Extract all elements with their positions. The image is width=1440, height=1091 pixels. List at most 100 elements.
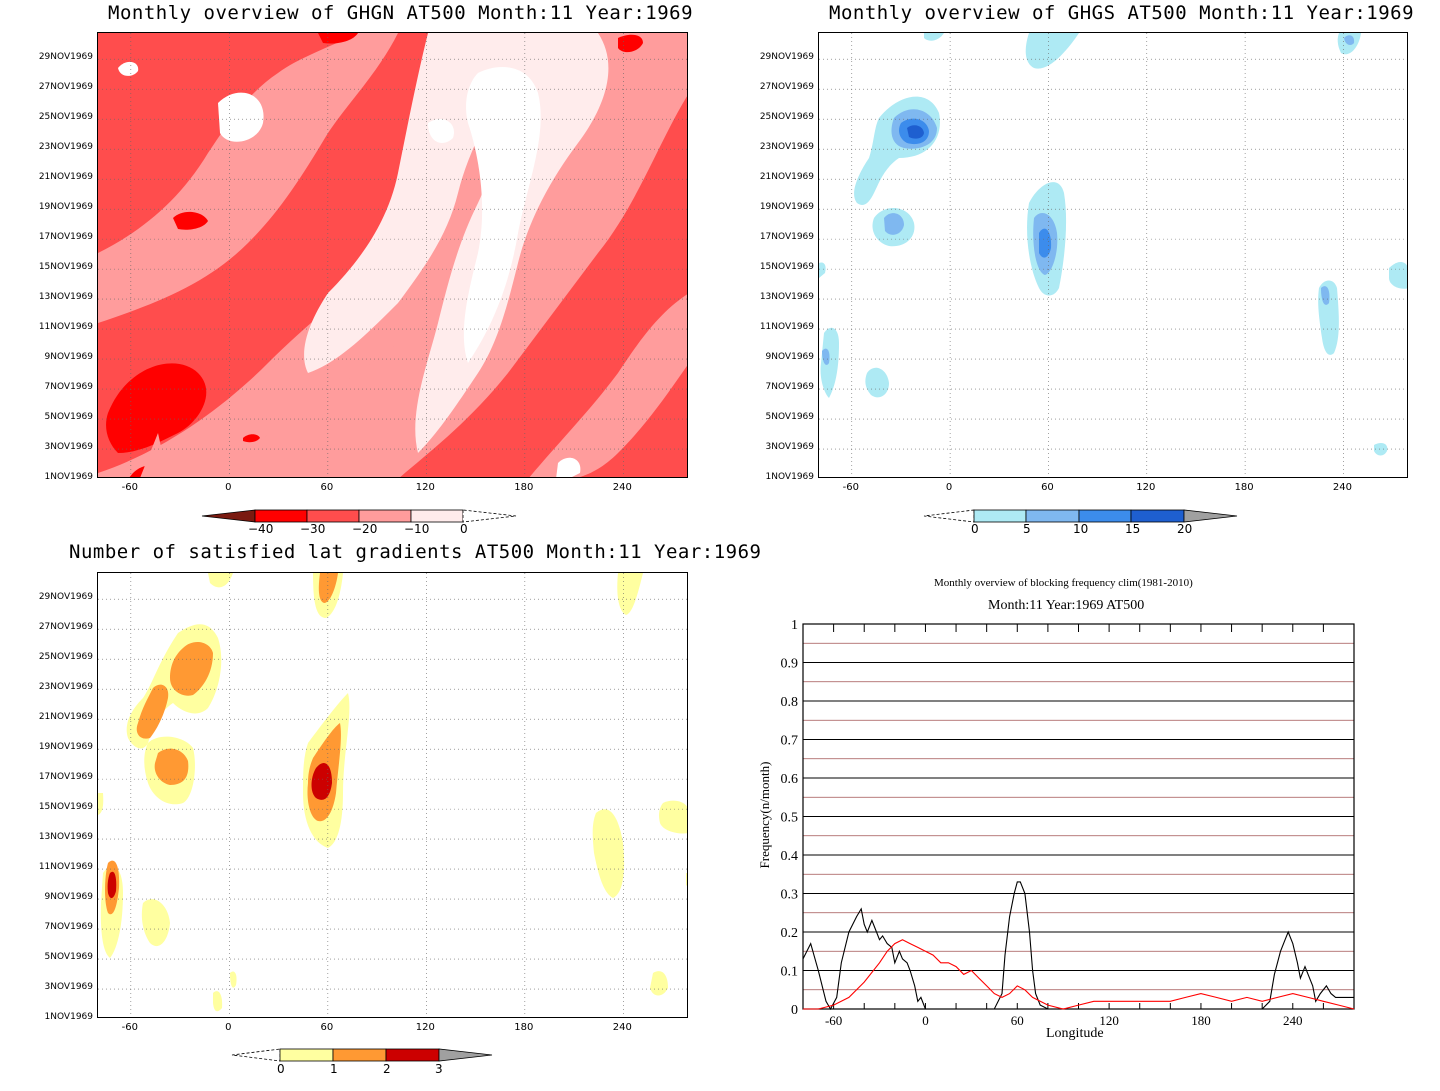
ghgn-colorbar-swatch	[306, 509, 360, 523]
ghgs-colorbar-triangle-high	[1183, 509, 1238, 523]
gradients-date-label: 19NOV1969	[38, 742, 93, 753]
ghgn-date-label: 27NOV1969	[38, 82, 93, 93]
gradients-colorbar-label: 3	[435, 1062, 443, 1076]
gradients-colorbar-swatch	[332, 1048, 387, 1062]
gradients-contour-region	[154, 748, 189, 785]
ghgs-contour-region	[1039, 228, 1052, 258]
ghgs-colorbar-triangle-low	[923, 509, 975, 523]
frequency-x-tick-label: 180	[1191, 1013, 1211, 1028]
gradients-date-label: 17NOV1969	[38, 772, 93, 783]
ghgn-colorbar-triangle-low	[201, 509, 256, 523]
ghgn-title: Monthly overview of GHGN AT500 Month:11 …	[108, 2, 694, 24]
ghgs-date-label: 21NOV1969	[759, 172, 814, 183]
ghgn-longitude-label: 60	[320, 482, 334, 493]
ghgs-colorbar-label: 15	[1125, 522, 1141, 536]
gradients-date-label: 27NOV1969	[38, 622, 93, 633]
ghgs-contour-region	[924, 33, 944, 41]
frequency-series-red-line	[803, 939, 1355, 1010]
gradients-longitude-label: 120	[415, 1022, 435, 1033]
gradients-date-label: 11NOV1969	[38, 862, 93, 873]
frequency-title: Monthly overview of blocking frequency c…	[934, 577, 1193, 589]
ghgs-longitude-label: 0	[945, 482, 953, 493]
frequency-series-black-line	[802, 881, 1354, 1011]
ghgn-date-label: 7NOV1969	[44, 382, 93, 393]
ghgn-colorbar-label: −40	[248, 522, 274, 536]
gradients-colorbar-triangle-high	[438, 1048, 493, 1062]
ghgn-colorbar-swatch	[410, 509, 464, 523]
gradients-date-label: 3NOV1969	[44, 982, 93, 993]
gradients-date-label: 9NOV1969	[44, 892, 93, 903]
ghgs-date-label: 17NOV1969	[759, 232, 814, 243]
gradients-contour-region	[230, 971, 237, 988]
ghgn-date-label: 13NOV1969	[38, 292, 93, 303]
ghgs-title: Monthly overview of GHGS AT500 Month:11 …	[829, 2, 1415, 24]
ghgs-date-label: 15NOV1969	[759, 262, 814, 273]
ghgn-contour-region	[173, 211, 208, 230]
ghgn-colorbar-triangle-high	[462, 509, 517, 523]
gradients-longitude-label: 0	[225, 1022, 232, 1033]
frequency-y-tick-label: 0.2	[781, 926, 799, 941]
gradients-colorbar-triangle-low	[231, 1048, 281, 1062]
ghgn-colorbar-label: −20	[352, 522, 378, 536]
ghgs-contour-region	[819, 262, 826, 278]
gradients-contour-region	[213, 991, 223, 1012]
ghgs-date-label: 5NOV1969	[765, 412, 814, 423]
ghgs-date-label: 1NOV1969	[765, 472, 814, 482]
ghgs-colorbar-swatch	[973, 509, 1027, 523]
ghgn-date-label: 23NOV1969	[38, 142, 93, 153]
ghgs-colorbar-swatch	[1025, 509, 1080, 523]
ghgn-contour-region	[98, 33, 398, 323]
gradients-date-label: 15NOV1969	[38, 802, 93, 813]
ghgs-longitude-label: 60	[1041, 482, 1054, 493]
ghgs-date-label: 9NOV1969	[765, 352, 814, 363]
ghgs-colorbar-swatch	[1130, 509, 1185, 523]
gradients-contour-region	[98, 793, 104, 815]
ghgs-plot-area	[818, 32, 1408, 478]
ghgs-colorbar-swatch	[1078, 509, 1132, 523]
gradients-contour-region	[170, 641, 213, 696]
ghgn-date-label: 1NOV1969	[44, 472, 93, 482]
frequency-line-chart: 0 0.1 0.2 0.3 0.4 0.5 0.6 0.7 0.8 0.9 1 -60 0 60 120 18…	[781, 618, 1355, 1028]
ghgn-date-label: 25NOV1969	[38, 112, 93, 123]
ghgn-date-label: 17NOV1969	[38, 232, 93, 243]
ghgs-longitude-label: 180	[1234, 482, 1254, 493]
ghgn-contour-region	[318, 33, 358, 44]
gradients-contour-region	[311, 763, 332, 800]
ghgn-contour-region	[304, 33, 568, 373]
gradients-contour-region	[107, 871, 117, 899]
ghgn-contour-map	[98, 33, 687, 477]
ghgs-date-label: 13NOV1969	[759, 292, 814, 303]
ghgn-date-label: 5NOV1969	[44, 412, 93, 423]
frequency-y-tick-label: 0.6	[781, 772, 799, 787]
ghgn-date-label: 15NOV1969	[38, 262, 93, 273]
ghgs-date-label: 27NOV1969	[759, 82, 814, 93]
ghgs-contour-region	[820, 327, 839, 398]
gradients-title: Number of satisfied lat gradients AT500 …	[69, 541, 762, 563]
gradients-colorbar-label: 2	[383, 1062, 391, 1076]
ghgn-grid	[98, 33, 687, 477]
gradients-contour-region	[136, 684, 169, 739]
gradients-longitude-label: 60	[320, 1022, 334, 1033]
gradients-colorbar	[231, 1048, 493, 1062]
ghgs-date-label: 23NOV1969	[759, 142, 814, 153]
ghgs-contour-region	[884, 213, 904, 235]
gradients-contour-region	[208, 573, 233, 588]
ghgn-contour-region	[118, 61, 139, 76]
ghgs-contour-region	[907, 125, 924, 139]
ghgn-colorbar-swatch	[358, 509, 412, 523]
gradients-contour-region	[141, 899, 170, 947]
gradients-colorbar-label: 0	[277, 1062, 285, 1076]
frequency-y-tick-label: 1	[791, 618, 798, 633]
gradients-date-label: 29NOV1969	[38, 592, 93, 603]
gradients-colorbar-swatch	[385, 1048, 440, 1062]
gradients-date-label: 23NOV1969	[38, 682, 93, 693]
frequency-y-tick-label: 0.1	[781, 965, 799, 980]
ghgn-longitude-label: 240	[612, 482, 632, 493]
ghgs-longitude-label: -60	[842, 482, 859, 493]
gradients-contour-region	[650, 971, 668, 996]
frequency-x-tick-label: 0	[922, 1013, 929, 1028]
frequency-x-tick-label: -60	[825, 1013, 842, 1028]
ghgn-date-label: 21NOV1969	[38, 172, 93, 183]
ghgn-longitude-label: 180	[514, 482, 534, 493]
ghgn-contour-region	[529, 294, 687, 477]
